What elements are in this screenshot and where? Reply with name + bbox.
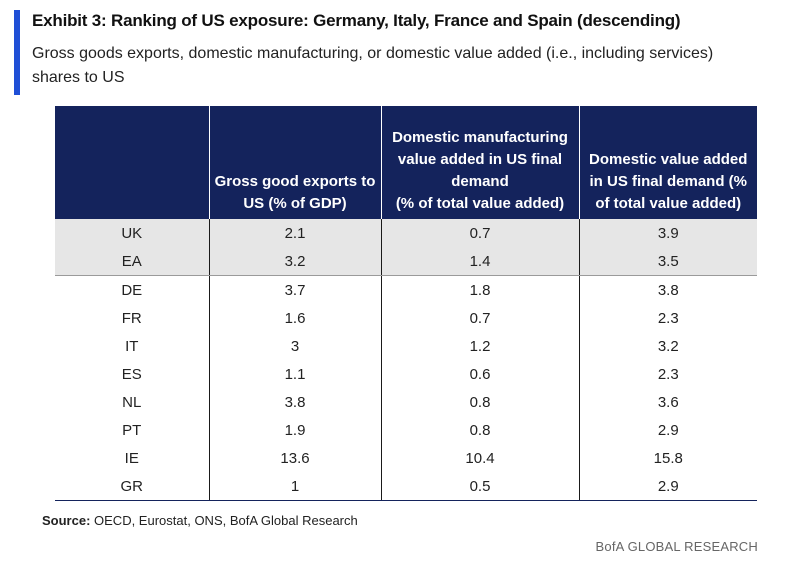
gross-exports-cell: 3.8 bbox=[208, 388, 381, 416]
domestic-va-cell: 3.2 bbox=[578, 332, 757, 360]
domestic-va-cell: 2.9 bbox=[578, 472, 757, 501]
header-gross-exports: Gross good exports to US (% of GDP) bbox=[208, 106, 381, 219]
header-manufacturing-va-line: (% of total value added) bbox=[395, 195, 565, 212]
country-cell: EA bbox=[55, 247, 209, 276]
country-cell: DE bbox=[121, 281, 143, 299]
domestic-va-cell: 3.5 bbox=[578, 247, 757, 276]
table-row: ES 1.1 0.6 2.3 bbox=[55, 360, 757, 388]
table-row: IE 13.6 10.4 15.8 bbox=[55, 444, 757, 472]
header-row: Gross good exports to US (% of GDP) Dome… bbox=[55, 106, 757, 219]
table-row: GR 1 0.5 2.9 bbox=[55, 472, 757, 501]
country-cell: NL bbox=[122, 393, 142, 411]
manufacturing-va-cell: 1.2 bbox=[380, 332, 579, 360]
table-row: UK 2.1 0.7 3.9 bbox=[55, 219, 757, 247]
exhibit-title: Exhibit 3: Ranking of US exposure: Germa… bbox=[32, 11, 681, 30]
gross-exports-cell: 1.9 bbox=[208, 416, 381, 444]
manufacturing-va-cell: 0.8 bbox=[380, 388, 579, 416]
domestic-va-cell: 3.9 bbox=[578, 219, 757, 247]
exhibit-subtitle: Gross goods exports, domestic manufactur… bbox=[32, 45, 714, 86]
source-text: OECD, Eurostat, ONS, BofA Global Researc… bbox=[90, 513, 358, 528]
header-manufacturing-va-line: Domestic manufacturing bbox=[392, 129, 568, 146]
header-gross-exports-line: US (% of GDP) bbox=[243, 195, 347, 212]
table-row: FR 1.6 0.7 2.3 bbox=[55, 304, 757, 332]
header-domestic-va-line: Domestic value added bbox=[589, 151, 748, 168]
gross-exports-cell: 3.7 bbox=[208, 275, 381, 304]
country-cell: UK bbox=[55, 219, 209, 247]
domestic-va-cell: 2.3 bbox=[578, 360, 757, 388]
domestic-va-cell: 15.8 bbox=[578, 444, 757, 472]
manufacturing-va-cell: 0.7 bbox=[380, 219, 579, 247]
country-cell: ES bbox=[121, 365, 142, 383]
domestic-va-cell: 2.3 bbox=[578, 304, 757, 332]
table-row: IT 3 1.2 3.2 bbox=[55, 332, 757, 360]
exposure-table: Gross good exports to US (% of GDP) Dome… bbox=[55, 106, 757, 501]
gross-exports-cell: 1 bbox=[208, 472, 381, 501]
gross-exports-cell: 3.2 bbox=[208, 247, 381, 276]
gross-exports-cell: 2.1 bbox=[208, 219, 381, 247]
manufacturing-va-cell: 0.6 bbox=[380, 360, 579, 388]
gross-exports-cell: 1.6 bbox=[208, 304, 381, 332]
header-domestic-va-line: of total value added) bbox=[595, 195, 742, 212]
brand-credit: BofA GLOBAL RESEARCH bbox=[595, 539, 758, 554]
header-gross-exports-line: Gross good exports to bbox=[214, 173, 376, 190]
country-cell: GR bbox=[55, 472, 209, 501]
manufacturing-va-cell: 0.8 bbox=[380, 416, 579, 444]
manufacturing-va-cell: 1.8 bbox=[380, 275, 579, 304]
domestic-va-cell: 3.6 bbox=[578, 388, 757, 416]
gross-exports-cell: 13.6 bbox=[208, 444, 381, 472]
gross-exports-cell: 1.1 bbox=[208, 360, 381, 388]
table-row: EA 3.2 1.4 3.5 bbox=[55, 247, 757, 276]
table-row: DE 3.7 1.8 3.8 bbox=[55, 275, 757, 304]
domestic-va-cell: 2.9 bbox=[578, 416, 757, 444]
manufacturing-va-cell: 1.4 bbox=[380, 247, 579, 276]
header-manufacturing-va-line: demand bbox=[451, 173, 509, 190]
domestic-va-cell: 3.8 bbox=[578, 275, 757, 304]
country-cell: FR bbox=[121, 309, 142, 327]
country-cell: IE bbox=[124, 449, 139, 467]
manufacturing-va-cell: 0.7 bbox=[380, 304, 579, 332]
header-manufacturing-va-line: value added in US final bbox=[397, 151, 563, 168]
source-note: Source: OECD, Eurostat, ONS, BofA Global… bbox=[42, 513, 358, 528]
header-manufacturing-va: Domestic manufacturing value added in US… bbox=[380, 106, 579, 219]
gross-exports-cell: 3 bbox=[208, 332, 381, 360]
table-row: PT 1.9 0.8 2.9 bbox=[55, 416, 757, 444]
table-row: NL 3.8 0.8 3.6 bbox=[55, 388, 757, 416]
manufacturing-va-cell: 10.4 bbox=[380, 444, 579, 472]
header-domestic-va: Domestic value added in US final demand … bbox=[578, 106, 757, 219]
country-cell: PT bbox=[122, 421, 142, 439]
manufacturing-va-cell: 0.5 bbox=[380, 472, 579, 501]
header-country bbox=[55, 106, 209, 219]
source-label: Source: bbox=[42, 513, 91, 528]
country-cell: IT bbox=[125, 337, 139, 355]
accent-bar bbox=[14, 10, 20, 95]
header-domestic-va-line: in US final demand (% bbox=[589, 173, 747, 190]
